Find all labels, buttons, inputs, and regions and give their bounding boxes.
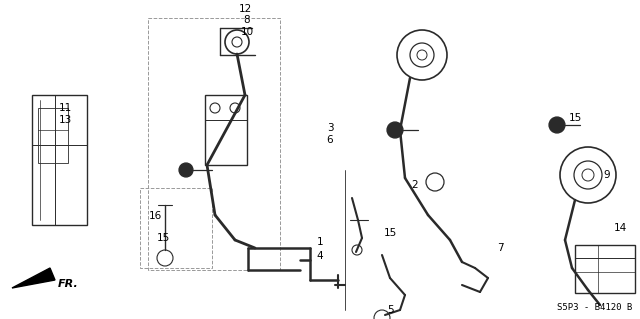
Text: 14: 14 xyxy=(613,223,627,233)
Text: 4: 4 xyxy=(317,251,323,261)
Bar xyxy=(148,18,280,270)
Bar xyxy=(32,95,87,225)
Text: 3: 3 xyxy=(326,123,333,133)
Text: S5P3 - B4120 B: S5P3 - B4120 B xyxy=(557,303,632,312)
Text: 8: 8 xyxy=(244,15,250,25)
Text: 1: 1 xyxy=(317,237,323,247)
Text: 6: 6 xyxy=(326,135,333,145)
Text: 7: 7 xyxy=(497,243,503,253)
Text: 15: 15 xyxy=(156,233,170,243)
Bar xyxy=(38,108,68,163)
Text: 15: 15 xyxy=(568,113,582,123)
Bar xyxy=(205,95,247,165)
Text: 11: 11 xyxy=(58,103,72,113)
Text: 13: 13 xyxy=(58,115,72,125)
Bar xyxy=(575,245,635,293)
Text: 10: 10 xyxy=(241,27,253,37)
Text: 5: 5 xyxy=(387,305,394,315)
Circle shape xyxy=(387,122,403,138)
Bar xyxy=(140,188,212,268)
Text: 9: 9 xyxy=(604,170,611,180)
Text: 16: 16 xyxy=(148,211,162,221)
Polygon shape xyxy=(12,268,55,288)
Text: 2: 2 xyxy=(412,180,419,190)
Text: 12: 12 xyxy=(238,4,252,14)
Text: FR.: FR. xyxy=(58,279,79,289)
Text: 15: 15 xyxy=(383,228,397,238)
Circle shape xyxy=(549,117,565,133)
Circle shape xyxy=(179,163,193,177)
